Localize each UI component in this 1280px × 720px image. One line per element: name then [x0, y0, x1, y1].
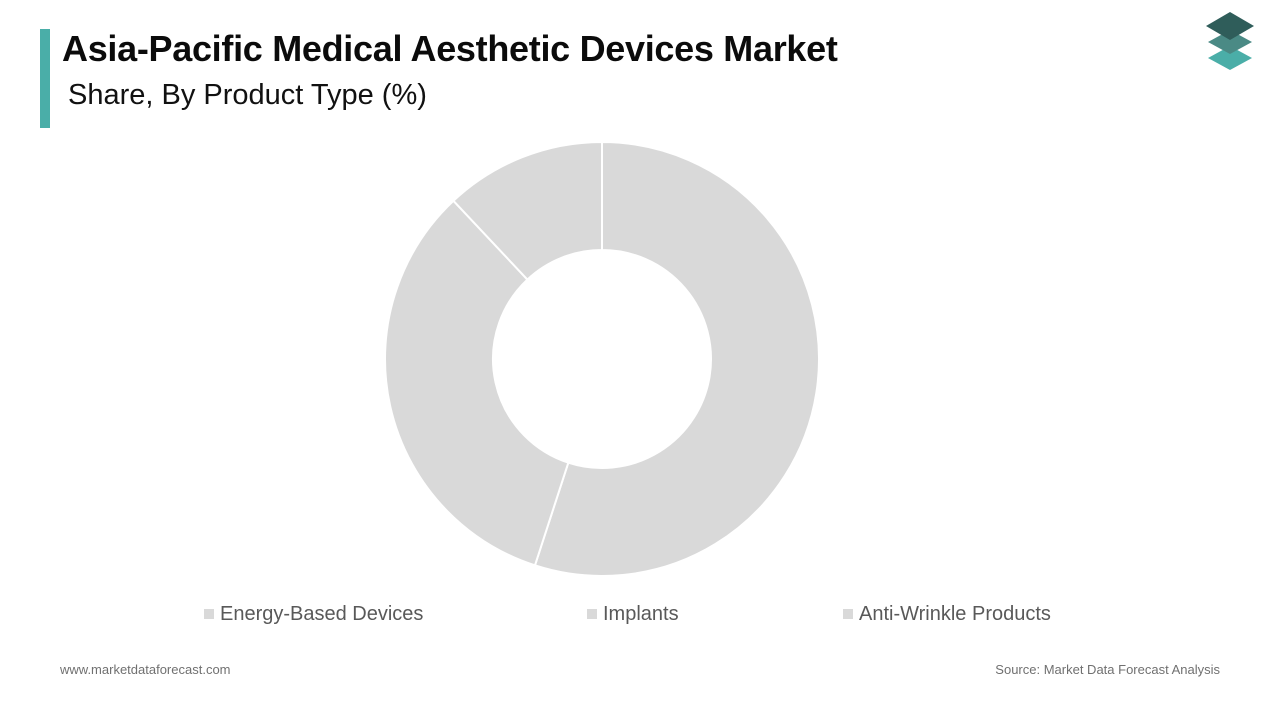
logo-layer-middle	[1208, 30, 1252, 54]
chart-title: Asia-Pacific Medical Aesthetic Devices M…	[62, 28, 838, 69]
chart-subtitle: Share, By Product Type (%)	[68, 79, 427, 111]
stacked-layers-logo-icon	[1206, 12, 1254, 70]
legend-item-anti-wrinkle-products: Anti-Wrinkle Products	[843, 602, 1051, 626]
legend-item-implants: Implants	[587, 602, 679, 626]
donut-slice-energy-based-devices	[533, 140, 820, 577]
footer-website: www.marketdataforecast.com	[60, 662, 231, 677]
donut-slice-implants	[384, 199, 570, 567]
legend-swatch	[843, 609, 853, 619]
legend-swatch	[587, 609, 597, 619]
legend-label: Anti-Wrinkle Products	[859, 602, 1051, 625]
legend-label: Implants	[603, 602, 679, 625]
donut-slice-anti-wrinkle-products	[452, 140, 603, 281]
legend-item-energy-based-devices: Energy-Based Devices	[204, 602, 423, 626]
logo-layer-bottom	[1208, 46, 1252, 70]
legend-label: Energy-Based Devices	[220, 602, 424, 625]
title-accent-bar	[40, 29, 50, 128]
logo-layer-top	[1206, 12, 1254, 40]
footer-source: Source: Market Data Forecast Analysis	[995, 662, 1220, 677]
legend-swatch	[204, 609, 214, 619]
